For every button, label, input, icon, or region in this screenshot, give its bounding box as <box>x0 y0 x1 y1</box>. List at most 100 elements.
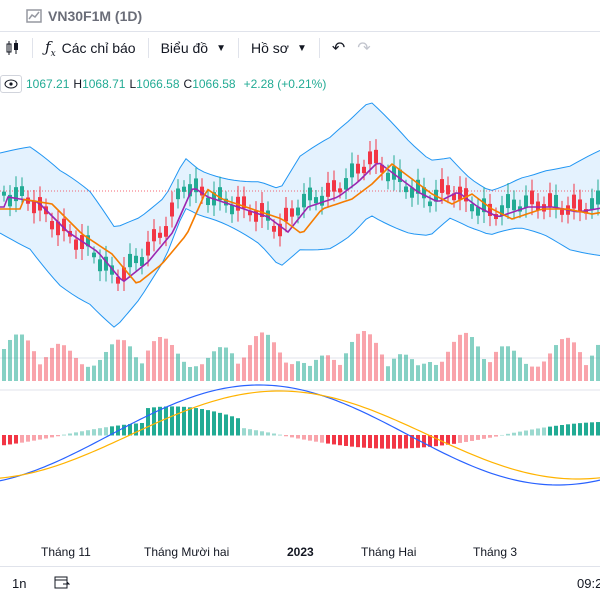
macd-histogram-bar <box>416 435 420 448</box>
candle-body <box>128 253 132 268</box>
volume-bar <box>302 362 306 381</box>
redo-button[interactable]: ↷ <box>351 35 376 61</box>
macd-histogram-bar <box>230 416 234 436</box>
macd-histogram-bar <box>2 435 6 446</box>
chevron-down-icon: ▼ <box>216 42 226 54</box>
macd-histogram-bar <box>386 435 390 449</box>
macd-histogram-bar <box>134 423 138 436</box>
volume-bar <box>590 355 594 381</box>
macd-histogram-bar <box>440 435 444 446</box>
volume-bar <box>200 364 204 381</box>
top-bar: VN30F1M (1D) <box>0 0 600 32</box>
macd-histogram-bar <box>110 426 114 436</box>
price-chart[interactable] <box>0 63 600 568</box>
macd-histogram-bar <box>290 435 294 438</box>
candle-body <box>542 204 546 212</box>
macd-histogram-bar <box>452 435 456 444</box>
undo-button[interactable]: ↶ <box>326 35 351 61</box>
volume-bar <box>212 351 216 381</box>
candle-body <box>476 206 480 216</box>
volume-bar <box>56 343 60 381</box>
volume-bar <box>434 364 438 381</box>
volume-bar <box>356 333 360 381</box>
macd-histogram-bar <box>548 426 552 436</box>
candle-body <box>368 151 372 165</box>
candle-body <box>590 198 594 210</box>
candle-body <box>572 194 576 209</box>
macd-histogram-bar <box>344 435 348 446</box>
volume-bar <box>548 353 552 381</box>
candle-body <box>176 188 180 200</box>
candle-body <box>560 208 564 215</box>
macd-histogram-bar <box>422 435 426 448</box>
candle-body <box>380 164 384 173</box>
chart-type-button[interactable]: Biểu đồ ▼ <box>155 35 232 61</box>
volume-bar <box>242 357 246 381</box>
candle-body <box>146 241 150 256</box>
volume-bar <box>374 342 378 381</box>
macd-histogram-bar <box>320 435 324 443</box>
macd-histogram-bar <box>494 435 498 437</box>
macd-histogram-bar <box>566 424 570 436</box>
candle-body <box>284 207 288 222</box>
volume-bar <box>146 350 150 381</box>
macd-histogram-bar <box>236 418 240 436</box>
profile-button[interactable]: Hồ sơ ▼ <box>245 35 313 61</box>
macd-histogram-bar <box>410 435 414 449</box>
volume-bar <box>272 342 276 381</box>
macd-histogram-bar <box>368 435 372 449</box>
candle-body <box>554 194 558 208</box>
volume-bar <box>464 332 468 381</box>
calendar-range-icon[interactable] <box>54 575 71 592</box>
toolbar-divider <box>32 38 33 58</box>
macd-histogram-bar <box>560 424 564 436</box>
candle-body <box>362 166 366 174</box>
volume-bar <box>470 337 474 381</box>
bollinger-lower <box>0 207 600 328</box>
macd-histogram-bar <box>332 435 336 445</box>
eye-icon[interactable] <box>0 75 22 93</box>
volume-bar <box>206 357 210 381</box>
macd-histogram-bar <box>104 427 108 436</box>
volume-bar <box>476 346 480 381</box>
bollinger-upper <box>0 102 600 228</box>
low-label: L <box>129 77 137 91</box>
volume-bar <box>500 346 504 381</box>
volume-bar <box>482 359 486 381</box>
ma-fast-line <box>0 162 600 283</box>
macd-histogram-bar <box>224 414 228 436</box>
indicators-button[interactable]: ƒx Các chỉ báo <box>39 35 142 61</box>
candle-body <box>242 196 246 209</box>
candle-body <box>218 187 222 201</box>
volume-bar <box>188 366 192 381</box>
volume-bar <box>440 361 444 381</box>
volume-bar <box>416 365 420 381</box>
candle-body <box>152 229 156 242</box>
time-axis: Tháng 11 Tháng Mười hai 2023 Tháng Hai T… <box>0 540 600 564</box>
candle-body <box>470 204 474 212</box>
volume-bar <box>98 359 102 381</box>
candle-type-button[interactable] <box>0 35 26 61</box>
macd-histogram-bar <box>392 435 396 449</box>
macd-histogram-bar <box>464 435 468 442</box>
volume-bar <box>362 331 366 381</box>
macd-histogram-bar <box>374 435 378 449</box>
low-value: 1066.58 <box>136 77 180 91</box>
macd-histogram-bar <box>296 435 300 439</box>
macd-histogram-bar <box>266 432 270 436</box>
range-button[interactable]: 1n <box>12 576 27 591</box>
chart-icon <box>26 8 42 23</box>
candle-body <box>392 166 396 180</box>
macd-histogram-bar <box>38 435 42 440</box>
volume-bar <box>380 354 384 381</box>
candle-body <box>524 195 528 208</box>
symbol-title[interactable]: VN30F1M (1D) <box>26 8 142 24</box>
macd-histogram-bar <box>8 435 12 445</box>
macd-histogram-bar <box>482 435 486 439</box>
volume-bar <box>122 340 126 381</box>
time-label: Tháng Mười hai <box>144 545 230 559</box>
time-label: Tháng 11 <box>41 545 91 559</box>
candle-body <box>194 178 198 193</box>
candle-body <box>332 180 336 192</box>
volume-bar <box>584 365 588 381</box>
